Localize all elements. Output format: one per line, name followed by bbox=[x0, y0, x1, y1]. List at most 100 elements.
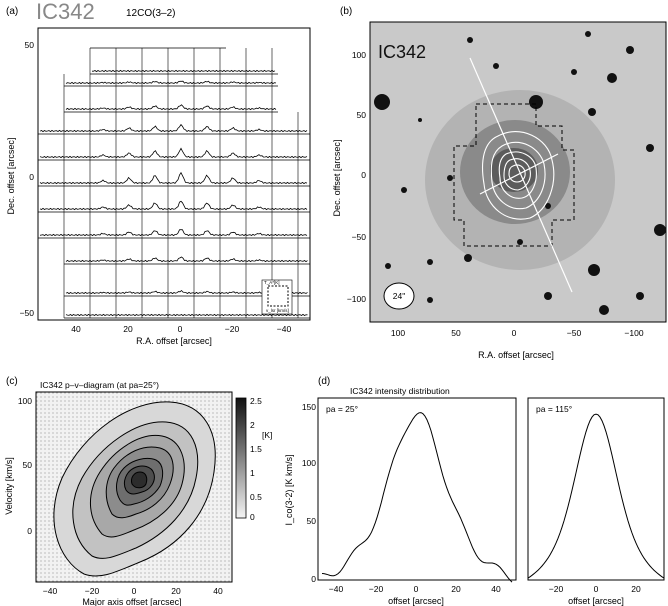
panel-d: (d) IC342 intensity distribution pa = 25… bbox=[284, 376, 665, 606]
c-xtick-4: 40 bbox=[213, 586, 223, 596]
minor-axis-line bbox=[479, 153, 559, 195]
dr-xlabel: offset [arcsec] bbox=[568, 596, 624, 606]
panel-b: (b) IC342 24" 100 50 0 −50 −100 R.A. off… bbox=[332, 6, 667, 360]
colorbar bbox=[235, 397, 247, 519]
star bbox=[599, 305, 609, 315]
star bbox=[467, 37, 473, 43]
dr-xtick-1: 0 bbox=[594, 584, 599, 594]
star bbox=[427, 297, 433, 303]
beam-label: 24" bbox=[393, 291, 405, 301]
panel-d-tag: (d) bbox=[318, 376, 330, 387]
major-axis-line bbox=[469, 57, 573, 293]
panel-a-line: 12CO(3–2) bbox=[126, 8, 175, 19]
stars bbox=[374, 31, 666, 315]
c-xtick-0: −40 bbox=[43, 586, 58, 596]
mapped-region-outline bbox=[453, 103, 575, 247]
b-xtick-0: 100 bbox=[391, 328, 405, 338]
star bbox=[636, 292, 644, 300]
spectra-grid bbox=[38, 47, 310, 319]
inset-top: T_A*[K] bbox=[264, 280, 280, 285]
panel-a-tag: (a) bbox=[6, 6, 18, 17]
star bbox=[588, 264, 600, 276]
star bbox=[447, 175, 453, 181]
spectrum-trace bbox=[39, 171, 308, 185]
b-ytick-1: 50 bbox=[357, 110, 367, 120]
inset-bottom: v_lsr [km/s] bbox=[266, 308, 289, 313]
b-ytick-3: −50 bbox=[352, 232, 367, 242]
dl-xtick-3: 20 bbox=[451, 584, 461, 594]
panel-a-object: IC342 bbox=[36, 0, 95, 24]
a-xtick-4: −40 bbox=[277, 324, 292, 334]
dl-xtick-4: 40 bbox=[491, 584, 501, 594]
star bbox=[571, 69, 577, 75]
right-pa: pa = 115° bbox=[536, 404, 572, 414]
dl-xtick-2: 0 bbox=[414, 584, 419, 594]
c-xtick-2: 0 bbox=[132, 586, 137, 596]
d-ytick-3: 0 bbox=[311, 574, 316, 584]
star bbox=[418, 118, 422, 122]
d-ytick-2: 50 bbox=[307, 516, 317, 526]
a-xtick-1: 20 bbox=[123, 324, 133, 334]
star bbox=[529, 95, 543, 109]
spectrum-trace bbox=[39, 123, 308, 133]
profile-frame-left bbox=[317, 397, 517, 581]
star bbox=[545, 203, 551, 209]
dl-xtick-0: −40 bbox=[329, 584, 344, 594]
panel-b-tag: (b) bbox=[340, 6, 352, 17]
star bbox=[427, 259, 433, 265]
dl-xlabel: offset [arcsec] bbox=[388, 596, 444, 606]
panel-c-tag: (c) bbox=[6, 376, 18, 387]
star bbox=[374, 94, 390, 110]
b-ylabel: Dec. offset [arcsec] bbox=[332, 140, 342, 217]
cbar-tick-0: 2.5 bbox=[250, 396, 262, 406]
spectrum-trace bbox=[39, 147, 308, 159]
d-ytick-1: 100 bbox=[302, 458, 316, 468]
b-xlabel: R.A. offset [arcsec] bbox=[478, 350, 554, 360]
left-pa: pa = 25° bbox=[326, 404, 358, 414]
spectrum-trace bbox=[65, 256, 308, 263]
star bbox=[493, 63, 499, 69]
panel-b-object: IC342 bbox=[378, 42, 426, 62]
profile-curve-left bbox=[321, 412, 513, 583]
star bbox=[585, 31, 591, 37]
a-ytick-1: 0 bbox=[29, 172, 34, 182]
c-ytick-0: 100 bbox=[18, 396, 32, 406]
star bbox=[517, 239, 523, 245]
a-ytick-2: −50 bbox=[20, 308, 35, 318]
star bbox=[588, 108, 596, 116]
profile-curve-right bbox=[527, 413, 665, 579]
dr-xtick-2: 20 bbox=[631, 584, 641, 594]
a-ylabel: Dec. offset [arcsec] bbox=[6, 138, 16, 215]
panel-d-title: IC342 intensity distribution bbox=[350, 386, 450, 396]
b-xtick-2: 0 bbox=[512, 328, 517, 338]
spectrum-trace bbox=[65, 313, 308, 317]
a-xtick-2: 0 bbox=[178, 324, 183, 334]
cbar-tick-5: 0 bbox=[250, 512, 255, 522]
c-ylabel: Velocity [km/s] bbox=[4, 457, 14, 515]
spectrum-trace bbox=[39, 229, 308, 237]
a-xtick-0: 40 bbox=[71, 324, 81, 334]
c-xtick-3: 20 bbox=[171, 586, 181, 596]
beam-circle bbox=[383, 282, 415, 310]
b-xtick-3: −50 bbox=[567, 328, 582, 338]
c-xlabel: Major axis offset [arcsec] bbox=[82, 597, 181, 606]
cbar-tick-1: 2 bbox=[250, 420, 255, 430]
star bbox=[626, 46, 634, 54]
star bbox=[607, 73, 617, 83]
star bbox=[646, 144, 654, 152]
panel-c-title: IC342 p–v–diagram (at pa=25°) bbox=[40, 380, 159, 390]
spectrum-trace bbox=[92, 69, 276, 73]
panel-a: (a) IC342 12CO(3–2) T_A*[K] v_lsr [km/s]… bbox=[6, 0, 311, 346]
spectrum-trace bbox=[65, 80, 277, 85]
panel-a-frame bbox=[37, 27, 311, 321]
star bbox=[654, 224, 666, 236]
panel-c: (c) IC342 p–v–diagram (at pa=25°) 2.5 2 … bbox=[4, 376, 272, 606]
dl-xtick-1: −20 bbox=[369, 584, 384, 594]
cbar-tick-3: 1 bbox=[250, 468, 255, 478]
star bbox=[544, 292, 552, 300]
spectrum-trace bbox=[39, 200, 308, 211]
c-xtick-1: −20 bbox=[85, 586, 100, 596]
pv-contour-7 bbox=[131, 471, 148, 489]
b-ytick-2: 0 bbox=[361, 170, 366, 180]
